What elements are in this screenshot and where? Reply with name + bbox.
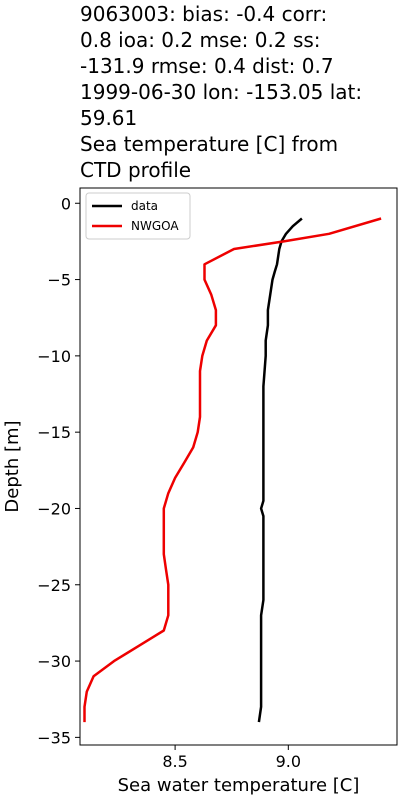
chart-title: 9063003: bias: -0.4 corr: 0.8 ioa: 0.2 m… [80, 1, 398, 183]
title-line: 1999-06-30 lon: -153.05 lat: [80, 80, 363, 104]
axis-layer: 0 −5 −10 −15 −20 −25 −30 −35 8.5 9.0 [37, 194, 301, 771]
y-axis-label: Depth [m] [2, 420, 23, 512]
legend-label-data: data [131, 199, 158, 213]
y-tick-label: −35 [37, 728, 71, 747]
x-tick-label: 9.0 [276, 752, 301, 771]
legend: data NWGOA [85, 192, 191, 240]
legend-label-nwgoa: NWGOA [131, 219, 179, 233]
series-layer [83, 217, 382, 723]
series-line-data [257, 217, 303, 723]
y-tick-label: −5 [47, 271, 71, 290]
series-line-nwgoa [83, 217, 382, 723]
x-axis-label: Sea water temperature [C] [118, 775, 360, 796]
title-line: Sea temperature [C] from [80, 132, 339, 156]
y-tick-label: −10 [37, 347, 71, 366]
plot-frame [79, 187, 398, 746]
y-tick-label: −20 [37, 499, 71, 518]
x-tick-label: 8.5 [162, 752, 187, 771]
title-line: -131.9 rmse: 0.4 dist: 0.7 [80, 54, 334, 78]
y-tick-label: −25 [37, 576, 71, 595]
y-tick-label: 0 [61, 194, 71, 213]
y-tick-label: −15 [37, 423, 71, 442]
title-line: 0.8 ioa: 0.2 mse: 0.2 ss: [80, 28, 321, 52]
title-line: 9063003: bias: -0.4 corr: [80, 2, 328, 26]
y-tick-label: −30 [37, 652, 71, 671]
legend-box [85, 192, 191, 240]
title-line: 59.61 [80, 106, 138, 130]
title-line: CTD profile [80, 158, 192, 182]
